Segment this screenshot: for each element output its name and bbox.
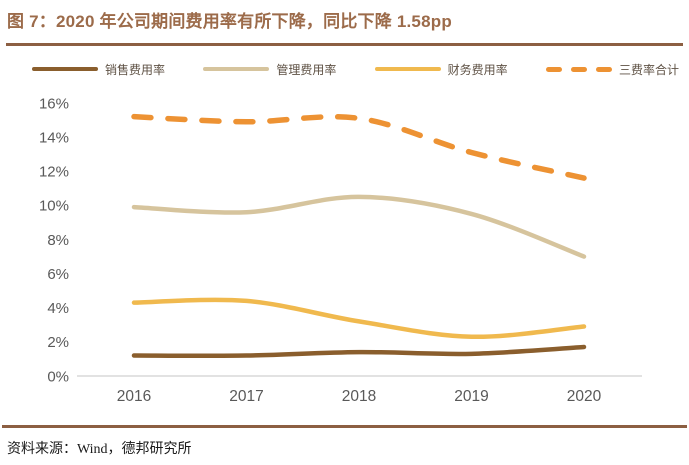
- legend-swatch: [374, 67, 441, 71]
- series-line-1: [131, 194, 587, 259]
- y-tick-label: 12%: [39, 164, 69, 181]
- legend-item-3: 三费率合计: [545, 61, 679, 78]
- legend-label: 财务费用率: [447, 62, 508, 77]
- legend-swatch: [203, 67, 270, 71]
- source-note: 资料来源：Wind，德邦研究所: [7, 442, 192, 457]
- y-tick-label: 14%: [39, 129, 69, 146]
- y-tick-label: 0%: [47, 368, 69, 385]
- x-axis-label: 2017: [229, 388, 263, 405]
- title-divider: [6, 43, 683, 46]
- chart-legend: 销售费用率 管理费用率 财务费用率 三费率合计: [32, 58, 679, 80]
- legend-label: 销售费用率: [105, 62, 166, 77]
- legend-item-2: 财务费用率: [374, 61, 508, 78]
- series-line-0: [131, 344, 587, 359]
- y-tick-label: 10%: [39, 198, 69, 215]
- x-axis-label: 2018: [342, 388, 376, 405]
- footer-divider: [2, 425, 687, 428]
- legend-swatch: [32, 67, 98, 71]
- y-tick-label: 8%: [47, 232, 69, 249]
- series-line-2: [131, 297, 587, 340]
- series-line-3: [131, 113, 587, 181]
- x-axis-label: 2019: [454, 388, 488, 405]
- legend-item-0: 销售费用率: [32, 61, 165, 78]
- y-tick-label: 6%: [47, 266, 69, 283]
- legend-label: 三费率合计: [618, 62, 679, 77]
- y-tick-label: 4%: [47, 300, 69, 317]
- legend-label: 管理费用率: [276, 62, 337, 77]
- x-axis-label: 2016: [117, 388, 151, 405]
- line-chart: 0% 2% 4% 6% 8% 10% 12% 14% 16% 2016 2017 2018 2019 20…: [39, 95, 642, 405]
- y-tick-label: 16%: [39, 95, 69, 112]
- legend-swatch: [545, 66, 612, 72]
- y-tick-label: 2%: [47, 334, 69, 351]
- legend-item-1: 管理费用率: [203, 61, 336, 78]
- x-axis-label: 2020: [567, 388, 602, 405]
- figure-title: 图 7：2020 年公司期间费用率有所下降，同比下降 1.58pp: [7, 12, 452, 31]
